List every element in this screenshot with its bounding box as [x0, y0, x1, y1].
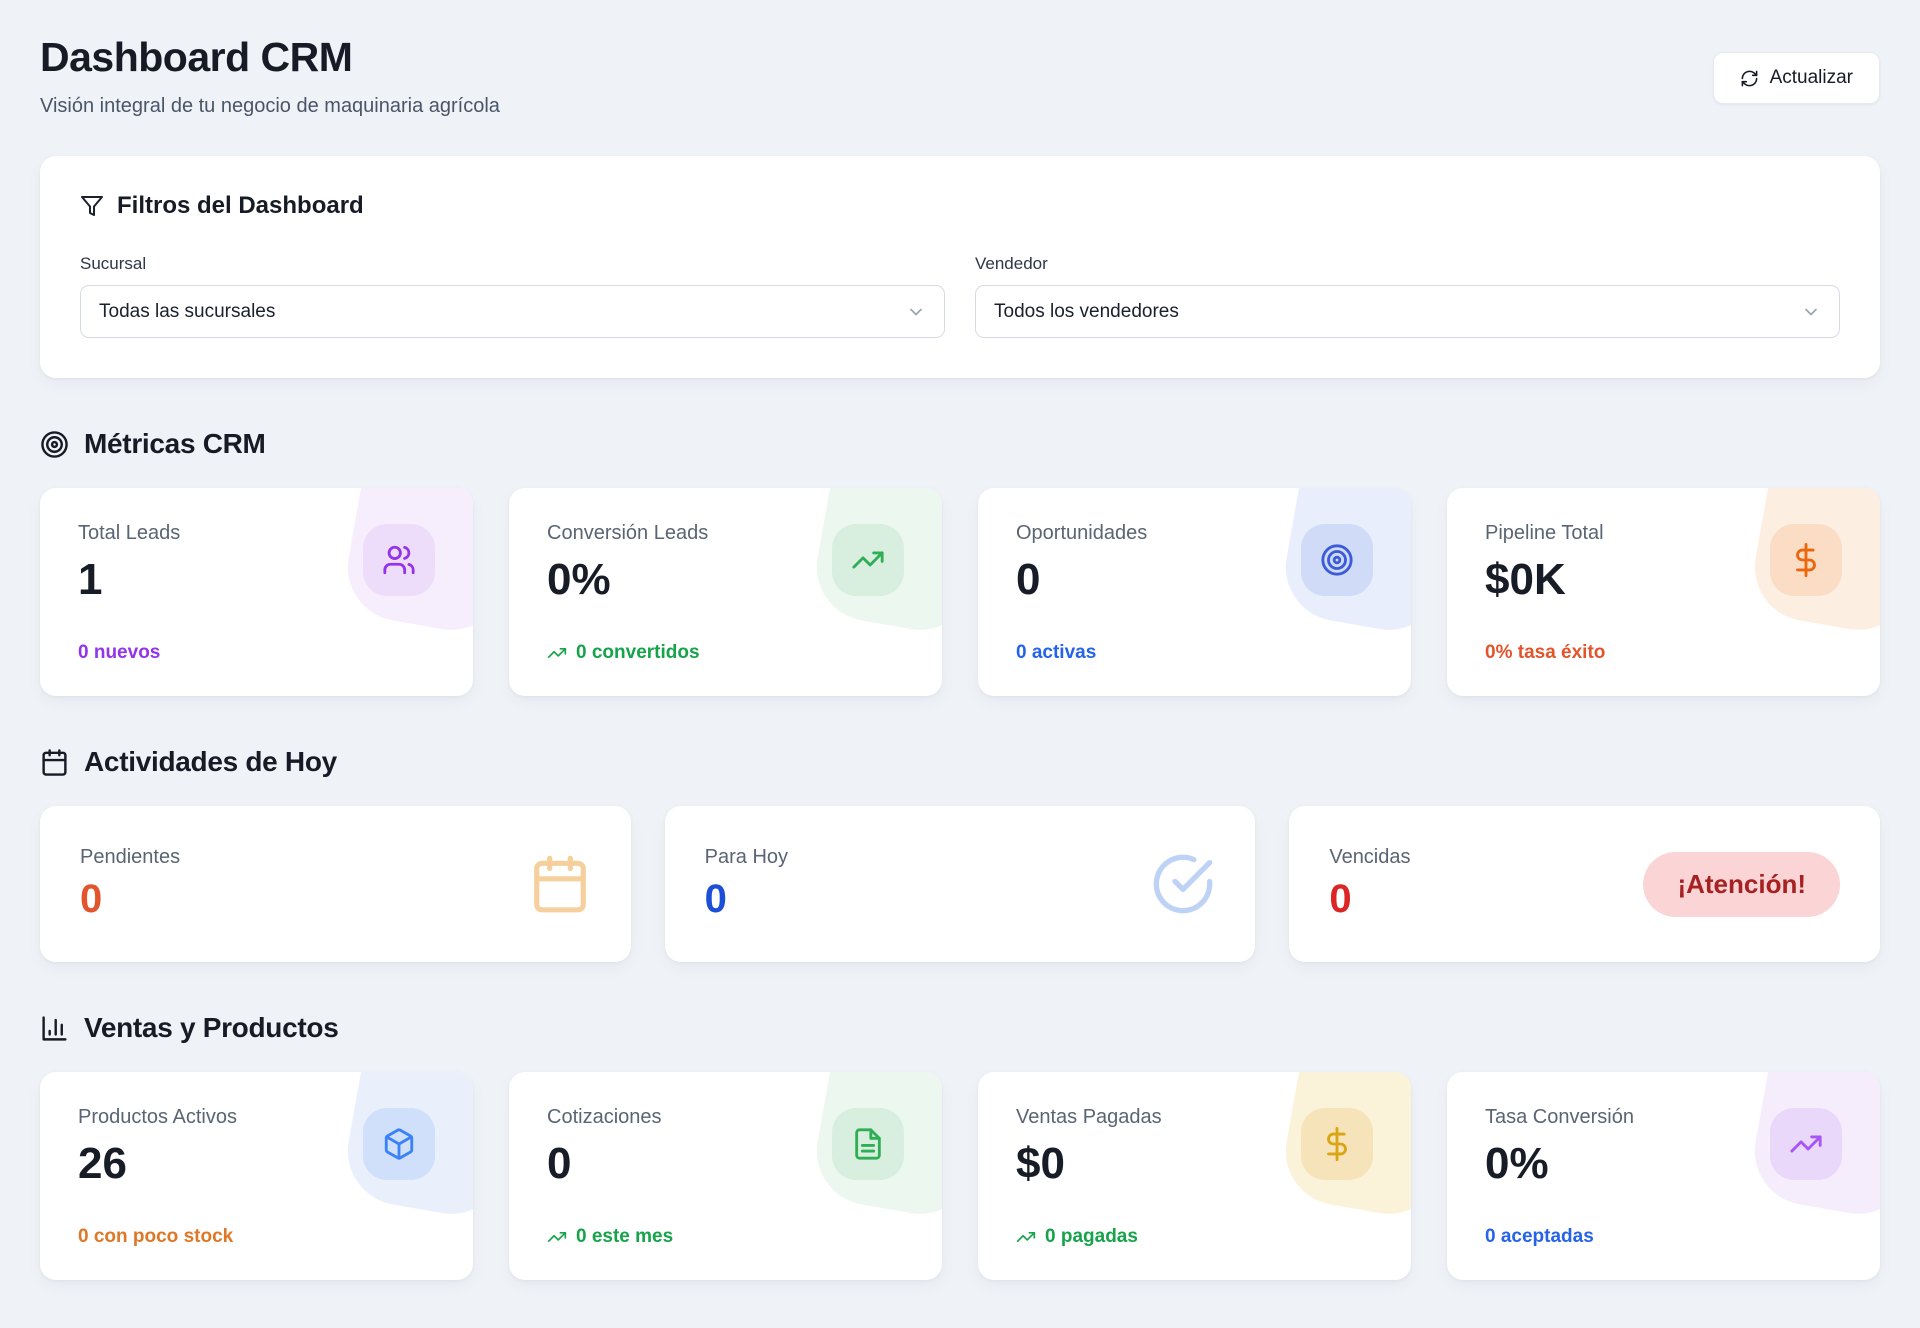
refresh-icon [1740, 69, 1759, 88]
vendedor-field: Vendedor Todos los vendedores [975, 254, 1840, 338]
vendedor-label: Vendedor [975, 254, 1048, 273]
metric-value: $0K [1485, 555, 1566, 604]
activity-card-pendientes: Pendientes 0 [40, 806, 631, 962]
chevron-down-icon [906, 302, 926, 322]
trending-up-icon [547, 1227, 567, 1247]
activity-card-vencidas: Vencidas 0 ¡Atención! [1289, 806, 1880, 962]
metric-sub: 0 con poco stock [78, 1226, 234, 1247]
metric-label: Pipeline Total [1485, 522, 1604, 544]
refresh-button-label: Actualizar [1769, 67, 1853, 88]
metric-value: 1 [78, 555, 103, 604]
metric-card-oportunidades: Oportunidades 0 0 activas [978, 488, 1411, 696]
metrics-section-title: Métricas CRM [84, 428, 266, 459]
activity-text: Vencidas 0 [1329, 846, 1410, 922]
activity-value: 0 [704, 877, 727, 921]
sucursal-select[interactable]: Todas las sucursales [80, 285, 945, 338]
trending-up-icon [1770, 1108, 1842, 1180]
metric-card-pipeline-total: Pipeline Total $0K 0% tasa éxito [1447, 488, 1880, 696]
metric-value: 0% [1485, 1139, 1549, 1188]
activities-section-header: Actividades de Hoy [40, 746, 1880, 778]
metric-value: 26 [78, 1139, 127, 1188]
filters-title: Filtros del Dashboard [117, 192, 364, 219]
target-icon [1301, 524, 1373, 596]
sales-grid: Productos Activos 26 0 con poco stock Co… [40, 1072, 1880, 1280]
metrics-grid: Total Leads 1 0 nuevos Conversión Leads … [40, 488, 1880, 696]
chevron-down-icon [1801, 302, 1821, 322]
activities-section-title: Actividades de Hoy [84, 746, 337, 777]
activity-label: Para Hoy [704, 846, 789, 868]
page-header: Dashboard CRM Visión integral de tu nego… [40, 34, 1880, 118]
vendedor-select[interactable]: Todos los vendedores [975, 285, 1840, 338]
trending-up-icon [832, 524, 904, 596]
metric-value: $0 [1016, 1139, 1065, 1188]
page-subtitle: Visión integral de tu negocio de maquina… [40, 95, 500, 117]
activity-text: Pendientes 0 [80, 846, 180, 922]
sales-section: Ventas y Productos Productos Activos 26 … [40, 1012, 1880, 1280]
metric-label: Conversión Leads [547, 522, 709, 544]
metric-sub: 0 pagadas [1016, 1226, 1373, 1248]
metric-label: Productos Activos [78, 1106, 237, 1128]
metric-label: Total Leads [78, 522, 181, 544]
page-title: Dashboard CRM [40, 34, 353, 80]
activity-card-para-hoy: Para Hoy 0 [664, 806, 1256, 962]
activity-label: Pendientes [80, 846, 181, 868]
filter-funnel-icon [80, 194, 104, 218]
page-header-text: Dashboard CRM Visión integral de tu nego… [40, 34, 500, 118]
calendar-icon [529, 853, 591, 915]
trending-up-icon [1016, 1227, 1036, 1247]
activity-value: 0 [1329, 877, 1352, 921]
metric-card-conversion-leads: Conversión Leads 0% 0 convertidos [509, 488, 942, 696]
file-text-icon [832, 1108, 904, 1180]
activities-section: Actividades de Hoy Pendientes 0 Para Hoy… [40, 746, 1880, 962]
target-icon [40, 430, 69, 459]
metrics-section-header: Métricas CRM [40, 428, 1880, 460]
metric-sub: 0 activas [1016, 642, 1097, 663]
dollar-icon [1770, 524, 1842, 596]
calendar-icon [40, 748, 69, 777]
metric-sub: 0 convertidos [547, 642, 904, 664]
metric-sub: 0% tasa éxito [1485, 642, 1606, 663]
metric-label: Tasa Conversión [1485, 1106, 1634, 1128]
sucursal-label: Sucursal [80, 254, 147, 273]
package-icon [363, 1108, 435, 1180]
metric-value: 0 [547, 1139, 572, 1188]
filters-grid: Sucursal Todas las sucursales Vendedor T… [80, 254, 1840, 338]
users-icon [363, 524, 435, 596]
metric-label: Oportunidades [1016, 522, 1148, 544]
metrics-section: Métricas CRM Total Leads 1 0 nuevos Con [40, 428, 1880, 696]
refresh-button[interactable]: Actualizar [1712, 52, 1880, 104]
filters-card: Filtros del Dashboard Sucursal Todas las… [40, 156, 1880, 378]
vendedor-select-value: Todos los vendedores [994, 300, 1179, 322]
metric-value: 0% [547, 555, 611, 604]
sucursal-field: Sucursal Todas las sucursales [80, 254, 945, 338]
dashboard-page: Dashboard CRM Visión integral de tu nego… [40, 34, 1880, 1280]
sales-card-cotizaciones: Cotizaciones 0 0 este mes [509, 1072, 942, 1280]
metric-label: Ventas Pagadas [1016, 1106, 1162, 1128]
metric-sub: 0 nuevos [78, 642, 161, 663]
sales-card-productos-activos: Productos Activos 26 0 con poco stock [40, 1072, 473, 1280]
trending-up-icon [547, 643, 567, 663]
check-circle-icon [1151, 852, 1215, 916]
bar-chart-icon [40, 1014, 69, 1043]
filters-header: Filtros del Dashboard [80, 192, 1840, 220]
sales-section-title: Ventas y Productos [84, 1012, 339, 1043]
attention-badge: ¡Atención! [1643, 851, 1840, 917]
metric-label: Cotizaciones [547, 1106, 662, 1128]
sales-card-ventas-pagadas: Ventas Pagadas $0 0 pagadas [978, 1072, 1411, 1280]
activity-value: 0 [80, 877, 103, 921]
sales-section-header: Ventas y Productos [40, 1012, 1880, 1044]
metric-value: 0 [1016, 555, 1041, 604]
metric-sub: 0 este mes [547, 1226, 904, 1248]
sales-card-tasa-conversion: Tasa Conversión 0% 0 aceptadas [1447, 1072, 1880, 1280]
activity-label: Vencidas [1329, 846, 1411, 868]
metric-sub: 0 aceptadas [1485, 1226, 1594, 1247]
dollar-icon [1301, 1108, 1373, 1180]
metric-card-total-leads: Total Leads 1 0 nuevos [40, 488, 473, 696]
sucursal-select-value: Todas las sucursales [99, 300, 276, 322]
activities-grid: Pendientes 0 Para Hoy 0 Vencidas [40, 806, 1880, 962]
activity-text: Para Hoy 0 [705, 846, 788, 922]
